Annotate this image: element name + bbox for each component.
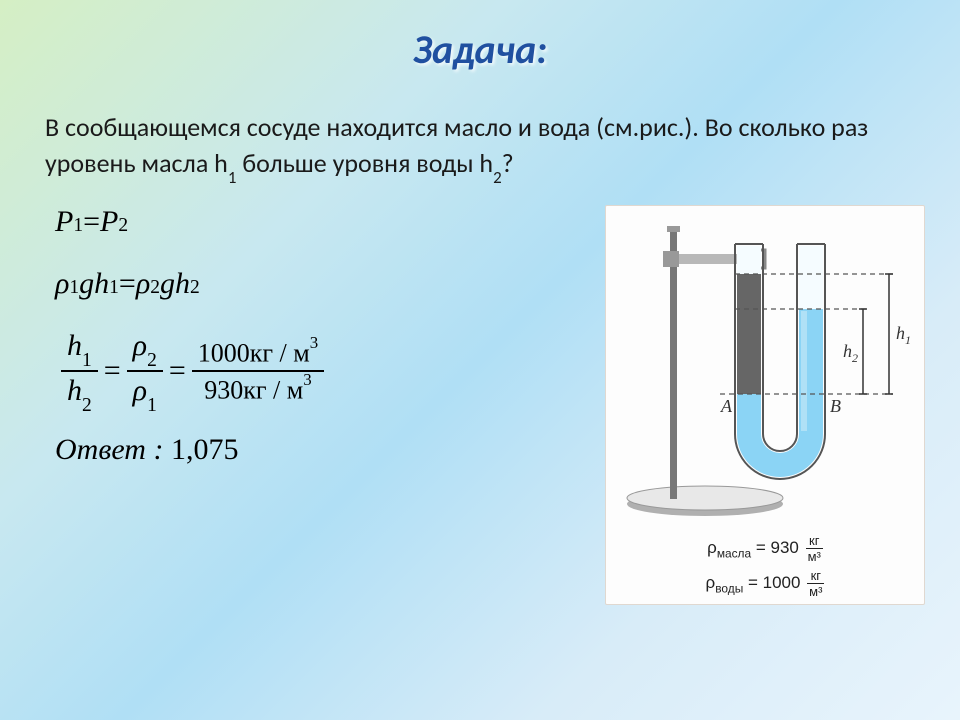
density-water: ρводы = 1000 кгм³: [614, 568, 916, 599]
problem-statement: В сообщающемся сосуде находится масло и …: [0, 74, 960, 195]
rho-oil-val: = 930: [751, 538, 803, 557]
eq3-f2-num-sub: 2: [147, 350, 157, 371]
eq2-r-g: g: [160, 267, 175, 301]
eq1-equals: =: [83, 205, 100, 239]
u-tube-inner: [763, 244, 797, 451]
rho-water-unit-num: кг: [807, 568, 824, 584]
eq3-f1-num-sub: 1: [82, 350, 92, 371]
eq1-rhs-sym: P: [100, 205, 118, 239]
eq2-r-h-sub: 2: [190, 277, 200, 299]
eq3-frac3: 1000кг / м3 930кг / м3: [192, 337, 324, 406]
rho-water-sub: воды: [715, 582, 743, 596]
eq1-rhs-sub: 2: [118, 215, 128, 237]
problem-sub1: 1: [228, 167, 237, 188]
stand-base: [627, 486, 783, 510]
eq2-l-h: h: [94, 267, 109, 301]
eq3-f2-den-sub: 1: [147, 395, 157, 416]
eq3-frac1: h1 h2: [61, 329, 98, 413]
equation-2: ρ1gh1 = ρ2gh2: [55, 267, 605, 301]
u-tube-diagram: h2 h1 A B: [614, 214, 916, 524]
water-highlight: [801, 311, 807, 431]
eq3-f3-den-sup: 3: [303, 370, 311, 389]
eq2-r-h: h: [175, 267, 190, 301]
h1-label: h1: [896, 323, 911, 347]
oil-fill: [737, 274, 761, 394]
rho-oil-unit-den: м³: [806, 549, 823, 564]
problem-text-part2: больше уровня воды h: [236, 147, 493, 179]
eq2-equals: =: [119, 267, 136, 301]
eq3-frac2: ρ2 ρ1: [127, 329, 163, 413]
answer-line: Ответ : 1,075: [55, 433, 605, 467]
label-A: A: [720, 396, 733, 416]
rho-oil-unit-num: кг: [806, 533, 823, 549]
eq3-f3-num: 1000кг / м: [198, 338, 310, 367]
eq3-f3-num-sup: 3: [310, 333, 318, 352]
h2-label: h2: [843, 341, 858, 365]
eq3-f2-num-sym: ρ: [133, 329, 147, 362]
rho-water-val: = 1000: [743, 573, 805, 592]
eq2-l-rho-sub: 1: [69, 277, 79, 299]
rho-water-unit-den: м³: [807, 584, 824, 599]
rho-water-sym: ρ: [706, 573, 716, 592]
eq1-lhs-sym: P: [55, 205, 73, 239]
equations-block: P1 = P2 ρ1gh1 = ρ2gh2 h1 h2 = ρ2 ρ1 = 10…: [55, 205, 605, 605]
density-oil: ρмасла = 930 кгм³: [614, 533, 916, 564]
eq3-f1-den-sym: h: [67, 374, 82, 407]
stand-rod-cap: [667, 226, 680, 232]
equation-1: P1 = P2: [55, 205, 605, 239]
label-B: B: [830, 396, 841, 416]
equation-3: h1 h2 = ρ2 ρ1 = 1000кг / м3 930кг / м3: [55, 329, 605, 413]
rho-oil-sub: масла: [717, 547, 751, 561]
problem-sub2: 2: [493, 167, 502, 188]
eq2-l-g: g: [79, 267, 94, 301]
diagram-container: h2 h1 A B ρмасла = 930 кгм³ ρводы = 1000…: [605, 205, 925, 605]
clamp-bracket: [663, 251, 679, 267]
eq3-f1-den-sub: 2: [82, 395, 92, 416]
eq3-f2-den-sym: ρ: [133, 374, 147, 407]
eq3-f1-num-sym: h: [67, 329, 82, 362]
page-title: Задача:: [0, 0, 960, 74]
eq2-l-h-sub: 1: [109, 277, 119, 299]
answer-value: 1,075: [171, 433, 239, 466]
eq1-lhs-sub: 1: [73, 215, 83, 237]
eq2-r-rho: ρ: [136, 267, 150, 301]
stand-rod: [670, 229, 677, 499]
rho-oil-sym: ρ: [707, 538, 717, 557]
eq3-equals2: =: [169, 354, 186, 388]
problem-text-part3: ?: [502, 147, 514, 179]
eq2-l-rho: ρ: [55, 267, 69, 301]
answer-label: Ответ :: [55, 433, 163, 466]
eq2-r-rho-sub: 2: [150, 277, 160, 299]
eq3-equals1: =: [104, 354, 121, 388]
eq3-f3-den: 930кг / м: [204, 376, 303, 405]
content-area: P1 = P2 ρ1gh1 = ρ2gh2 h1 h2 = ρ2 ρ1 = 10…: [0, 195, 960, 605]
